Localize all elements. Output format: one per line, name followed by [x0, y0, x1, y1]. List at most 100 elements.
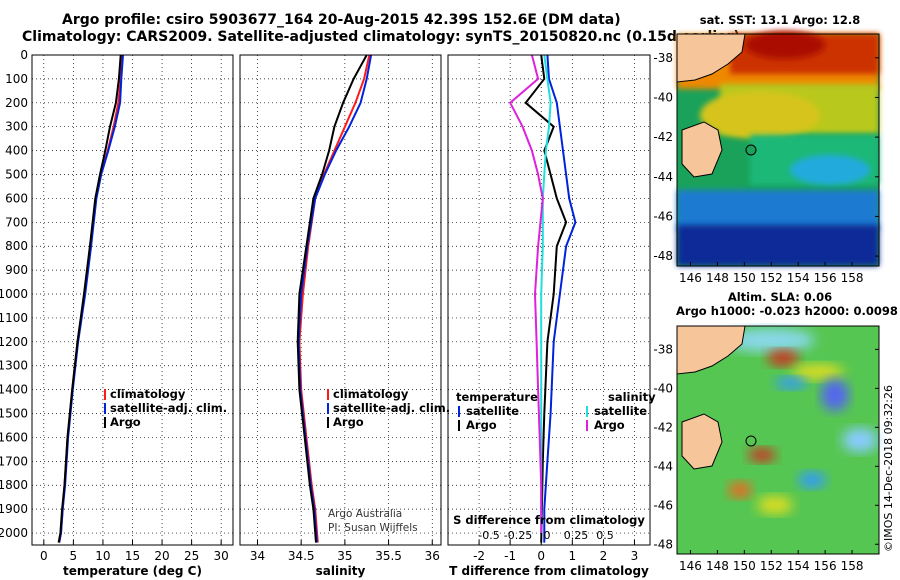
panel-frame: [239, 54, 442, 546]
sla-map-frame: [676, 325, 880, 555]
y-tick-label: 1600: [0, 430, 28, 444]
s-tick-label: 0.5: [596, 529, 614, 542]
y-tick-label: 1000: [0, 287, 28, 301]
legend-salinity-header: salinity: [608, 390, 656, 404]
sst-map-frame: [676, 33, 880, 267]
map-x-tick-label: 146: [679, 559, 702, 573]
annotation-line-2: PI: Susan Wijffels: [328, 522, 418, 534]
x-tick-label: 3: [631, 549, 639, 563]
x-tick-label: 30: [214, 549, 229, 563]
map-x-tick-label: 156: [814, 271, 837, 285]
y-tick-label: 100: [5, 72, 28, 86]
sst-argo-marker: [745, 144, 757, 156]
x-tick-label: 10: [95, 549, 110, 563]
y-tick-label: 0: [20, 48, 28, 62]
x-tick-label: -1: [504, 549, 516, 563]
sla-argo-marker: [745, 435, 757, 447]
y-tick-label: 900: [5, 263, 28, 277]
map-y-tick-label: -40: [653, 90, 673, 104]
x-tick-label: 34: [250, 549, 265, 563]
x-tick-label: 35.5: [375, 549, 402, 563]
x-tick-label: 0: [537, 549, 545, 563]
legend-s-label: Argo: [594, 418, 625, 432]
y-tick-label: 2000: [0, 526, 28, 540]
sst-map: [676, 31, 880, 267]
y-tick-label: 1900: [0, 502, 28, 516]
map-y-tick-label: -46: [653, 498, 673, 512]
sla-map-title-2: Argo h1000: -0.023 h2000: 0.0098: [676, 304, 898, 318]
legend-s-label: satellite: [594, 404, 647, 418]
sst-map-title: sat. SST: 13.1 Argo: 12.8: [699, 13, 861, 27]
x-tick-label: 35: [337, 549, 352, 563]
s-tick-label: -0.5: [478, 529, 499, 542]
x-tick-label: 36: [425, 549, 440, 563]
map-x-tick-label: 158: [841, 559, 864, 573]
legend-temperature-header: temperature: [456, 390, 538, 404]
profile-panel-2: 34 34.5 35 35.5 36 salinity: [239, 54, 442, 578]
profile-panel-1: 0 5 10 15 20 25 30 temperature (deg C): [31, 54, 234, 578]
map-x-tick-label: 152: [760, 559, 783, 573]
y-tick-label: 1300: [0, 359, 28, 373]
panel-frame: [447, 54, 651, 546]
x-axis-label: salinity: [316, 564, 366, 578]
y-tick-label: 1400: [0, 383, 28, 397]
y-tick-label: 500: [5, 168, 28, 182]
legend-label: Argo: [333, 415, 364, 429]
tasmania: [681, 121, 723, 178]
y-tick-label: 1500: [0, 407, 28, 421]
title-line-1: Argo profile: csiro 5903677_164 20-Aug-2…: [62, 12, 621, 28]
sla-map-title-1: Altim. SLA: 0.06: [727, 290, 833, 304]
legend-t-label: satellite: [466, 404, 519, 418]
map-x-tick-label: 148: [706, 271, 729, 285]
y-tick-label: 1200: [0, 335, 28, 349]
series-s-satellite: [540, 54, 552, 533]
legend-label: Argo: [110, 415, 141, 429]
title-line-2: Climatology: CARS2009. Satellite-adjuste…: [22, 29, 740, 45]
series-t-argo: [524, 54, 568, 543]
sla-map: [676, 325, 880, 555]
map-x-tick-label: 146: [679, 271, 702, 285]
series-s-argo: [508, 54, 544, 533]
map-y-tick-label: -46: [653, 209, 673, 223]
s-tick-label: 0.25: [564, 529, 589, 542]
legend-label: climatology: [110, 387, 186, 401]
y-tick-label: 700: [5, 215, 28, 229]
sla-tasmania: [681, 413, 723, 470]
y-tick-label: 400: [5, 144, 28, 158]
x-tick-label: 25: [184, 549, 199, 563]
mainland-australia: [676, 33, 746, 83]
y-tick-label: 300: [5, 120, 28, 134]
x-tick-label: 5: [70, 549, 78, 563]
y-tick-label: 800: [5, 239, 28, 253]
map-y-tick-label: -42: [653, 130, 673, 144]
map-y-tick-label: -48: [653, 249, 673, 263]
legend-label: climatology: [333, 387, 409, 401]
map-x-tick-label: 156: [814, 559, 837, 573]
map-x-tick-label: 158: [841, 271, 864, 285]
map-x-tick-label: 152: [760, 271, 783, 285]
x-axis-label: temperature (deg C): [63, 564, 202, 578]
legend-t-label: Argo: [466, 418, 497, 432]
profile-panel-3: -2 -1 0 1 2 3T difference from climatology: [447, 54, 651, 578]
s-tick-label: 0: [544, 529, 551, 542]
x-tick-label: 2: [600, 549, 608, 563]
series-argo: [296, 54, 368, 543]
x-tick-label: 0: [40, 549, 48, 563]
map-x-tick-label: 150: [733, 559, 756, 573]
x-tick-label: 34.5: [288, 549, 315, 563]
map-y-tick-label: -44: [653, 459, 673, 473]
map-y-tick-label: -40: [653, 381, 673, 395]
x-tick-label: 15: [125, 549, 140, 563]
map-x-tick-label: 154: [787, 559, 810, 573]
series-satellite-adj-clim-: [58, 54, 124, 543]
legend-label: satellite-adj. clim.: [110, 401, 227, 415]
y-tick-label: 600: [5, 191, 28, 205]
s-axis-label: S difference from climatology: [453, 513, 645, 527]
map-x-tick-label: 148: [706, 559, 729, 573]
legend-label: satellite-adj. clim.: [333, 401, 450, 415]
y-tick-label: 200: [5, 96, 28, 110]
map-y-tick-label: -42: [653, 420, 673, 434]
x-tick-label: -2: [473, 549, 485, 563]
watermark: ©IMOS 14-Dec-2018 09:32:26: [882, 385, 895, 552]
